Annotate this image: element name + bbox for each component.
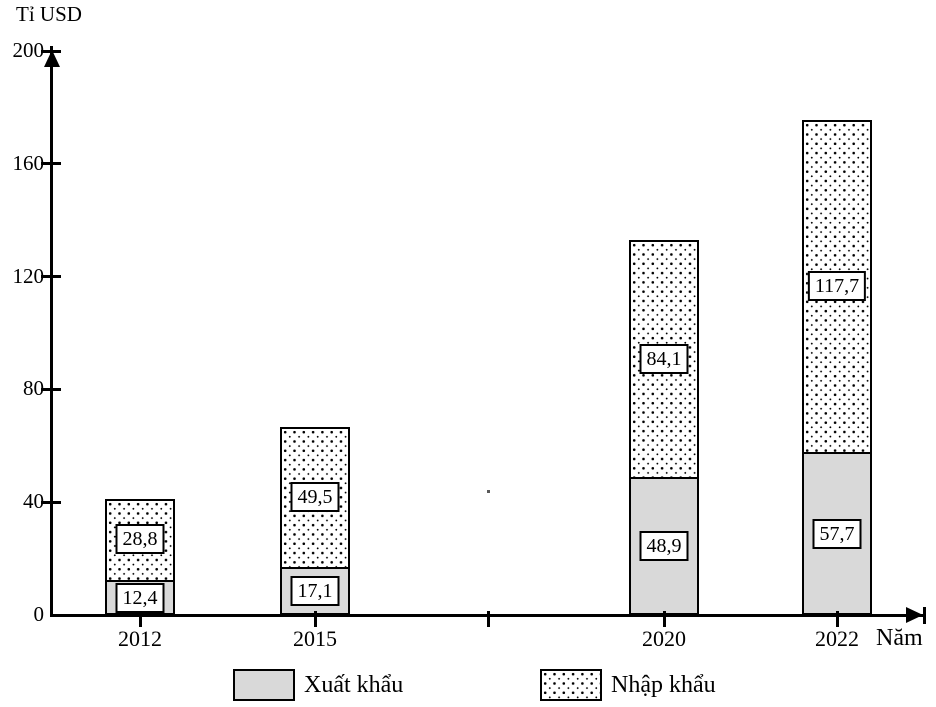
x-axis-arrow-endbar xyxy=(923,607,926,624)
y-axis-tick-label: 200 xyxy=(12,38,45,62)
y-axis-tick-label: 40 xyxy=(23,489,44,514)
value-label-export: 12,4 xyxy=(115,582,165,613)
legend-swatch-import xyxy=(540,669,602,701)
y-axis-line xyxy=(50,46,53,617)
value-label-import: 49,5 xyxy=(290,481,340,512)
value-label-import: 84,1 xyxy=(639,343,689,374)
y-axis-tick xyxy=(41,49,61,53)
legend-swatch-export xyxy=(233,669,295,701)
y-axis-unit-label: Tỉ USD xyxy=(16,2,82,26)
value-label-export: 48,9 xyxy=(639,531,689,562)
x-axis-tick-label: 2015 xyxy=(293,626,337,651)
x-axis-tick-label: 2022 xyxy=(815,626,859,651)
y-axis-tick-label: 160 xyxy=(12,150,45,175)
y-axis-arrow-icon xyxy=(44,50,60,67)
value-label-import: 28,8 xyxy=(115,524,165,555)
x-axis-tick xyxy=(313,611,317,627)
y-axis-tick-label: 80 xyxy=(23,376,44,401)
x-axis-tick-label: 2020 xyxy=(642,626,686,651)
y-axis-tick xyxy=(41,162,61,166)
x-axis-arrow-icon xyxy=(906,607,923,623)
x-axis-tick-unlabeled xyxy=(486,611,490,627)
y-axis-tick xyxy=(41,387,61,391)
x-axis-tick xyxy=(835,611,839,627)
x-axis-tick-label: 2012 xyxy=(118,626,162,651)
y-axis-tick xyxy=(41,500,61,504)
y-axis-tick xyxy=(41,275,61,279)
legend-label-export: Xuất khẩu xyxy=(304,672,404,698)
stray-dot-artifact xyxy=(487,490,490,493)
x-axis-tick xyxy=(662,611,666,627)
x-axis-title: Năm xyxy=(876,625,923,651)
legend-label-import: Nhập khẩu xyxy=(611,672,716,698)
value-label-import: 117,7 xyxy=(807,271,867,302)
y-axis-tick-label: 120 xyxy=(12,263,45,288)
legend-item-export: Xuất khẩu xyxy=(233,668,403,702)
legend-item-import: Nhập khẩu xyxy=(540,668,716,702)
x-axis-tick xyxy=(138,611,142,627)
y-axis-tick-label: 0 xyxy=(33,602,45,626)
value-label-export: 17,1 xyxy=(290,575,340,606)
value-label-export: 57,7 xyxy=(812,518,862,549)
